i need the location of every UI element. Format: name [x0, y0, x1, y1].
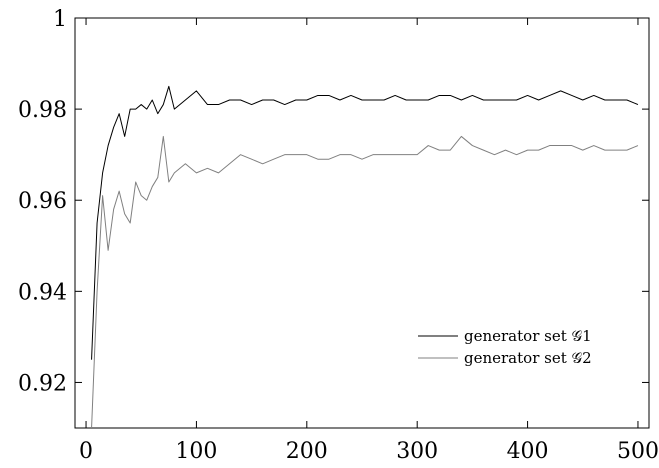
y-axis-ticks: 0.92 0.94 0.96 0.98 1: [18, 7, 649, 396]
series-line-2: [91, 135, 639, 428]
series-line-1: [91, 85, 639, 360]
x-tick-label: 500: [617, 439, 659, 464]
y-tick-label: 0.96: [18, 189, 67, 214]
x-tick-label: 100: [175, 439, 217, 464]
legend-label-g2: generator set 𝒢2: [464, 349, 592, 367]
y-tick-label: 1: [53, 7, 67, 32]
x-tick-label: 400: [507, 439, 549, 464]
x-tick-label: 300: [396, 439, 438, 464]
y-tick-label: 0.92: [18, 371, 67, 396]
y-tick-label: 0.94: [18, 280, 67, 305]
x-tick-label: 0: [79, 439, 93, 464]
legend-label-g1: generator set 𝒢1: [464, 327, 592, 345]
series-layer: [91, 85, 639, 428]
plot-frame: [74, 17, 650, 429]
y-tick-label: 0.98: [18, 98, 67, 123]
legend: generator set 𝒢1 generator set 𝒢2: [418, 327, 592, 367]
x-tick-label: 200: [286, 439, 328, 464]
x-axis-ticks: 0 100 200 300 400 500: [79, 18, 659, 464]
